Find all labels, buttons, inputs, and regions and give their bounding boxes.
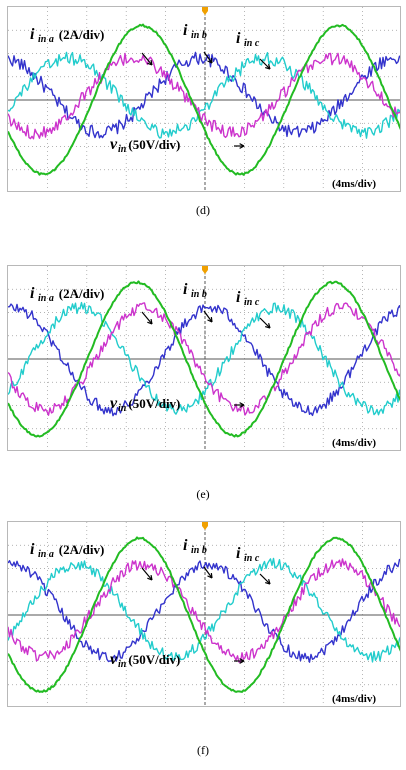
label-i-in-b-sub: in b xyxy=(191,545,207,556)
label-v-in-scale: (50V/div) xyxy=(128,137,180,152)
label-v-in-main: v xyxy=(110,651,118,668)
time-scale-label: (4ms/div) xyxy=(332,693,376,705)
waveform-plot: i in a (2A/div) i in b i in cv in (50V/div)(4ms/… xyxy=(8,266,400,450)
trigger-marker-icon xyxy=(202,7,208,15)
label-i-in-a-sub: in a xyxy=(38,549,54,560)
figure-caption-e: (e) xyxy=(196,487,210,501)
arrow-v-in-head xyxy=(239,658,245,664)
arrow-i-in-c-head xyxy=(265,323,271,329)
label-i-in-b-main: i xyxy=(183,22,188,39)
label-v-in-main: v xyxy=(110,136,118,153)
waveform-i-in-b xyxy=(8,51,400,139)
label-i-in-b-sub: in b xyxy=(191,289,207,300)
oscilloscope-panel-f: i in a (2A/div) i in b i in c v in (50V/div) (4ms/… xyxy=(7,521,401,707)
arrow-i-in-b-head xyxy=(207,57,213,64)
label-i-in-c-main: i xyxy=(236,30,241,47)
arrow-i-in-b xyxy=(203,51,213,64)
arrow-i-in-a-head xyxy=(147,59,153,66)
arrow-i-in-c-head xyxy=(265,579,271,585)
waveform-i-in-a xyxy=(8,303,400,417)
arrow-i-in-c xyxy=(259,317,271,329)
waveform-i-in-c xyxy=(8,558,400,663)
arrow-i-in-c xyxy=(259,58,271,70)
arrow-i-in-c xyxy=(259,573,271,585)
waveform-plot: i in a (2A/div) i in b i in cv in (50V/div)(4ms/… xyxy=(8,7,400,191)
label-i-in-a-scale: (2A/div) xyxy=(59,286,105,301)
label-v-in-sub: in xyxy=(118,403,127,414)
label-i-in-b-main: i xyxy=(183,537,188,554)
label-v-in-main: v xyxy=(110,395,118,412)
time-scale-label: (4ms/div) xyxy=(332,178,376,190)
arrow-i-in-a-head xyxy=(147,318,153,325)
waveform-i-in-b xyxy=(8,557,400,663)
label-i-in-a-sub: in a xyxy=(38,293,54,304)
time-scale-label: (4ms/div) xyxy=(332,437,376,449)
label-v-in-sub: in xyxy=(118,144,127,155)
waveform-i-in-a xyxy=(8,558,400,663)
oscilloscope-panel-d: i in a (2A/div) i in b i in c v in (50V/div) (4ms/… xyxy=(7,6,401,192)
trigger-marker-icon xyxy=(202,266,208,274)
waveform-v-in xyxy=(8,536,400,693)
waveform-v-in xyxy=(8,280,400,438)
figure-caption-d: (d) xyxy=(196,203,210,217)
arrow-i-in-a xyxy=(141,52,153,66)
arrow-i-in-a-head xyxy=(147,574,153,581)
arrow-i-in-a xyxy=(141,567,153,581)
label-v-in-sub: in xyxy=(118,659,127,670)
arrow-i-in-b xyxy=(203,566,213,579)
label-v-in-scale: (50V/div) xyxy=(128,652,180,667)
label-i-in-b-main: i xyxy=(183,281,188,298)
figure-caption-f: (f) xyxy=(197,743,209,757)
label-i-in-c-main: i xyxy=(236,545,241,562)
arrow-v-in-head xyxy=(239,143,245,149)
label-i-in-a-main: i xyxy=(30,285,35,302)
waveform-v-in xyxy=(8,23,400,176)
arrow-i-in-b-head xyxy=(207,572,213,579)
trigger-marker-icon xyxy=(202,522,208,530)
arrow-v-in-head xyxy=(239,402,245,408)
waveform-i-in-c xyxy=(8,52,400,140)
arrow-i-in-b-head xyxy=(207,316,213,323)
label-i-in-a-sub: in a xyxy=(38,34,54,45)
arrow-i-in-c-head xyxy=(265,64,271,70)
label-i-in-a-main: i xyxy=(30,541,35,558)
label-i-in-c-sub: in c xyxy=(244,297,260,308)
label-i-in-c-main: i xyxy=(236,289,241,306)
label-i-in-b-sub: in b xyxy=(191,30,207,41)
waveform-plot: i in a (2A/div) i in b i in cv in (50V/div)(4ms/… xyxy=(8,522,400,706)
waveform-i-in-c xyxy=(8,302,400,416)
oscilloscope-panel-e: i in a (2A/div) i in b i in c v in (50V/div) (4ms/… xyxy=(7,265,401,451)
label-v-in-scale: (50V/div) xyxy=(128,396,180,411)
label-i-in-a-main: i xyxy=(30,26,35,43)
waveform-i-in-a xyxy=(8,51,400,139)
arrow-i-in-a xyxy=(141,311,153,325)
label-i-in-a-scale: (2A/div) xyxy=(59,542,105,557)
label-i-in-c-sub: in c xyxy=(244,553,260,564)
label-i-in-a-scale: (2A/div) xyxy=(59,27,105,42)
label-i-in-c-sub: in c xyxy=(244,38,260,49)
waveform-i-in-b xyxy=(8,301,400,416)
arrow-i-in-b xyxy=(203,310,213,323)
